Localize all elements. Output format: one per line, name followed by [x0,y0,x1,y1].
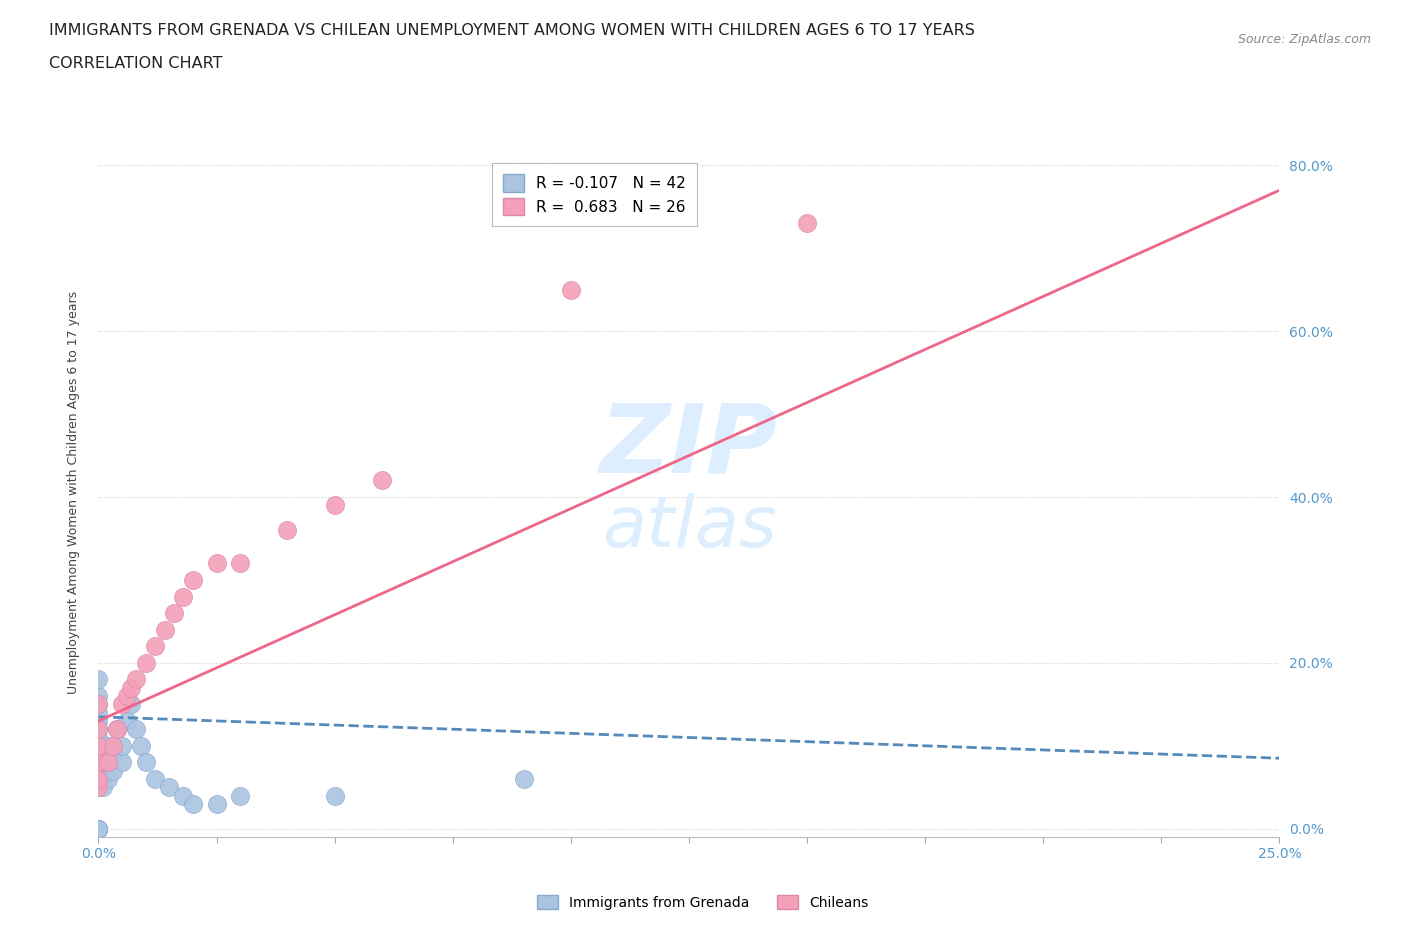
Text: ZIP: ZIP [600,400,778,493]
Point [87,780,110,795]
Point [87,772,110,787]
Point [512,772,534,787]
Text: Source: ZipAtlas.com: Source: ZipAtlas.com [1237,33,1371,46]
Point [87,697,110,711]
Point [87,755,110,770]
Point [87,821,110,836]
Text: IMMIGRANTS FROM GRENADA VS CHILEAN UNEMPLOYMENT AMONG WOMEN WITH CHILDREN AGES 6: IMMIGRANTS FROM GRENADA VS CHILEAN UNEMP… [49,23,976,38]
Point [87,821,110,836]
Point [87,722,110,737]
Point [115,713,138,728]
Point [87,755,110,770]
Point [87,780,110,795]
Point [181,796,204,811]
Legend: R = -0.107   N = 42, R =  0.683   N = 26: R = -0.107 N = 42, R = 0.683 N = 26 [492,164,697,226]
Point [560,283,582,298]
Point [101,738,124,753]
Point [229,556,252,571]
Y-axis label: Unemployment Among Women with Children Ages 6 to 17 years: Unemployment Among Women with Children A… [67,291,80,695]
Legend: Immigrants from Grenada, Chileans: Immigrants from Grenada, Chileans [531,890,875,916]
Point [181,573,204,588]
Point [796,216,818,231]
Point [87,730,110,745]
Point [87,713,110,728]
Point [143,772,166,787]
Point [205,556,228,571]
Point [115,688,138,703]
Point [87,821,110,836]
Point [87,821,110,836]
Point [101,764,124,778]
Point [121,697,143,711]
Point [205,796,228,811]
Point [97,772,120,787]
Point [87,722,110,737]
Point [157,780,180,795]
Point [276,523,298,538]
Point [87,738,110,753]
Point [121,681,143,696]
Text: CORRELATION CHART: CORRELATION CHART [49,56,222,71]
Point [87,764,110,778]
Point [87,821,110,836]
Point [87,821,110,836]
Point [125,722,148,737]
Point [101,747,124,762]
Point [135,656,157,671]
Point [87,672,110,687]
Point [87,821,110,836]
Point [105,722,128,737]
Point [323,498,346,512]
Point [91,780,114,795]
Point [129,738,152,753]
Point [172,788,194,803]
Text: atlas: atlas [602,493,776,562]
Point [87,705,110,720]
Point [87,821,110,836]
Point [91,755,114,770]
Point [87,738,110,753]
Point [172,589,194,604]
Point [87,697,110,711]
Point [97,755,120,770]
Point [87,688,110,703]
Point [135,755,157,770]
Point [371,473,394,488]
Point [229,788,252,803]
Point [153,622,176,637]
Point [323,788,346,803]
Point [87,747,110,762]
Point [143,639,166,654]
Point [111,755,134,770]
Point [125,672,148,687]
Point [111,697,134,711]
Point [111,738,134,753]
Point [163,605,186,620]
Point [105,722,128,737]
Point [97,738,120,753]
